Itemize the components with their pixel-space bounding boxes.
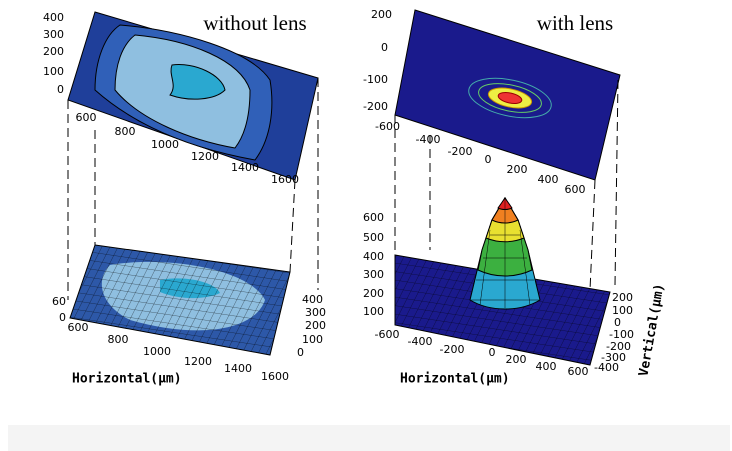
- z-tick-label: 300: [363, 268, 384, 281]
- y-tick-label: 100: [43, 65, 64, 78]
- y-tick-label: 0: [57, 83, 64, 96]
- y-tick-label: 200: [371, 8, 392, 21]
- x-tick-label: 800: [108, 333, 129, 346]
- y-tick-label: 200: [43, 45, 64, 58]
- y-tick-label: 400: [43, 11, 64, 24]
- y-tick-label: 100: [612, 304, 633, 317]
- x-tick-label: 800: [115, 125, 136, 138]
- x-axis-label: Horizontal(μm): [72, 372, 182, 387]
- y-tick-label: 200: [305, 319, 326, 332]
- x-tick-label: 600: [568, 365, 589, 378]
- y-tick-label: 300: [43, 28, 64, 41]
- x-tick-label: 1200: [184, 355, 212, 368]
- x-tick-label: -200: [440, 343, 465, 356]
- x-tick-label: 400: [538, 173, 559, 186]
- z-tick-label: 600: [363, 211, 384, 224]
- y-tick-label: 0: [381, 41, 388, 54]
- y-tick-label: -100: [363, 73, 388, 86]
- panel-title: with lens: [537, 11, 613, 35]
- x-tick-label: 1600: [271, 173, 299, 186]
- z-tick-label: 400: [363, 250, 384, 263]
- footer-band: [8, 425, 730, 451]
- panel-title: without lens: [203, 11, 306, 35]
- x-tick-label: 1200: [191, 150, 219, 163]
- left-contour: [67, 11, 319, 181]
- y-tick-label: -200: [363, 100, 388, 113]
- guide-lines: [67, 78, 619, 300]
- x-tick-label: -600: [375, 328, 400, 341]
- y-tick-label: 400: [302, 293, 323, 306]
- z-tick-label: 200: [363, 287, 384, 300]
- x-tick-label: 1600: [261, 370, 289, 383]
- z-tick-label: 0: [59, 311, 66, 324]
- x-tick-label: 0: [489, 346, 496, 359]
- x-tick-label: 0: [485, 153, 492, 166]
- y-tick-label: -300: [601, 351, 626, 364]
- y-tick-label: -100: [609, 328, 634, 341]
- x-tick-label: -400: [416, 133, 441, 146]
- z-tick-label: 500: [363, 231, 384, 244]
- z-tick-label: 100: [363, 305, 384, 318]
- x-tick-label: 1400: [231, 161, 259, 174]
- x-axis-label: Horizontal(μm): [400, 372, 510, 387]
- x-tick-label: 1000: [143, 345, 171, 358]
- y-tick-label: -600: [375, 120, 400, 133]
- y-tick-label: 300: [305, 306, 326, 319]
- left-surface: [69, 244, 291, 356]
- x-tick-label: 1000: [151, 138, 179, 151]
- y-tick-label: 200: [612, 291, 633, 304]
- y-tick-label: -400: [594, 361, 619, 374]
- x-tick-label: 1400: [224, 362, 252, 375]
- x-tick-label: 200: [506, 353, 527, 366]
- x-tick-label: -200: [448, 145, 473, 158]
- x-tick-label: 400: [536, 360, 557, 373]
- x-tick-label: 600: [68, 321, 89, 334]
- y-tick-label: 0: [297, 346, 304, 359]
- y-tick-label: 100: [302, 333, 323, 346]
- x-tick-label: 600: [76, 111, 97, 124]
- x-tick-label: 600: [565, 183, 586, 196]
- right-surface: [394, 197, 611, 366]
- y-tick-label: -200: [606, 340, 631, 353]
- x-tick-label: 200: [507, 163, 528, 176]
- y-tick-label: 0: [614, 316, 621, 329]
- z-tick-label: 60: [52, 295, 66, 308]
- x-tick-label: -400: [408, 335, 433, 348]
